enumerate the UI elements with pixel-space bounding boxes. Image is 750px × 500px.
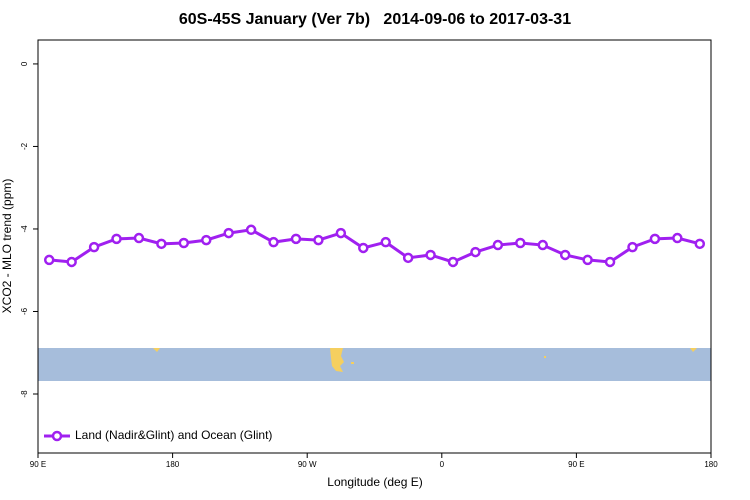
point (470, 246, 481, 258)
point (627, 241, 638, 253)
point (582, 254, 593, 266)
chart-title: 60S-45S January (Ver 7b) 2014-09-06 to 2… (179, 11, 571, 28)
legend-label: Land (Nadir&Glint) and Ocean (Glint) (75, 428, 272, 442)
x-tick-label: 180 (166, 460, 180, 469)
point (515, 237, 526, 249)
y-tick-label: -6 (20, 307, 29, 315)
point (649, 233, 661, 245)
point (201, 234, 212, 246)
point (178, 237, 190, 249)
x-tick-label: 90 E (30, 460, 46, 469)
point (245, 224, 257, 236)
point (537, 239, 548, 251)
point (335, 227, 347, 239)
point (223, 227, 234, 239)
point (111, 233, 122, 245)
plot-frame (37, 39, 712, 454)
point (694, 238, 706, 250)
point (672, 232, 683, 244)
land-patch (330, 348, 344, 372)
y-axis-label: XCO2 - MLO trend (ppm) (0, 179, 14, 314)
point (380, 236, 391, 248)
ocean-band (38, 348, 711, 381)
x-tick-label: 180 (704, 460, 718, 469)
x-tick-label: 90 W (298, 460, 317, 469)
point (402, 252, 414, 264)
point (66, 256, 77, 268)
x-axis-label: Longitude (deg E) (327, 475, 422, 489)
point (268, 236, 279, 248)
point (559, 249, 571, 261)
y-tick-label: -8 (20, 390, 29, 398)
point (88, 241, 100, 253)
point (313, 234, 324, 246)
land-patch (153, 348, 160, 352)
point (133, 232, 145, 244)
land-patch (351, 362, 354, 364)
series-line (49, 228, 701, 264)
legend-marker (51, 430, 63, 442)
x-tick-label: 0 (440, 460, 445, 469)
point (43, 254, 55, 266)
y-tick-label: 0 (20, 61, 29, 66)
land-patch (690, 348, 697, 352)
y-tick-label: -2 (20, 142, 29, 150)
point (492, 239, 504, 251)
point (425, 249, 436, 261)
point (447, 256, 459, 268)
land-patch (544, 356, 546, 358)
map-strip (38, 348, 711, 381)
point (156, 238, 167, 250)
point (290, 233, 302, 245)
point (604, 256, 616, 268)
x-tick-label: 90 E (568, 460, 584, 469)
y-tick-label: -4 (20, 225, 29, 233)
point (358, 242, 369, 254)
